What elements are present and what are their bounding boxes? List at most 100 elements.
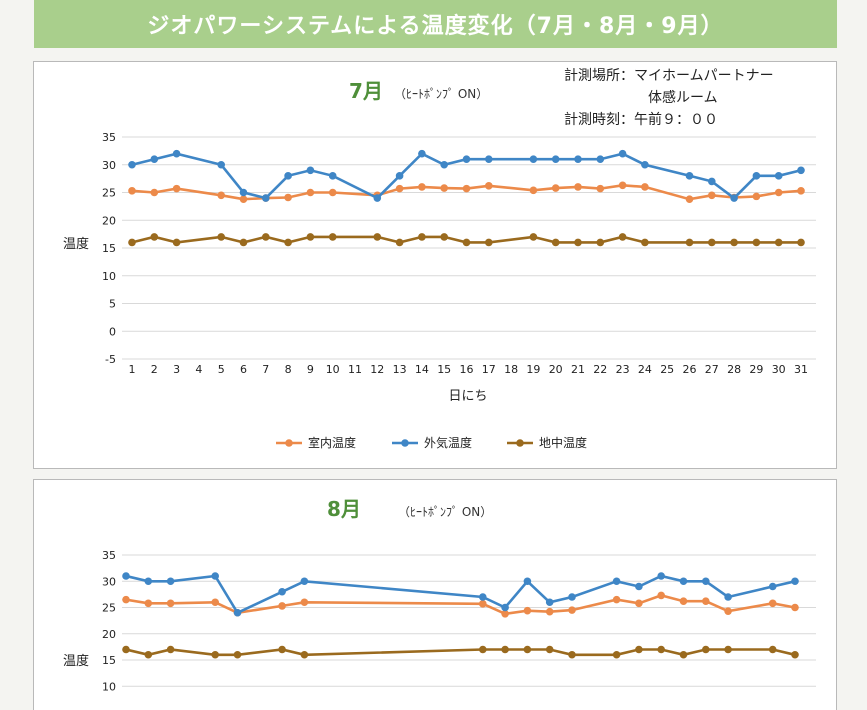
data-point [233,608,242,617]
data-point [635,645,643,654]
x-tick-label: 12 [370,363,384,376]
data-point [239,195,248,203]
data-point [685,195,694,203]
data-point [150,233,159,241]
data-point [122,595,130,604]
data-point [596,238,605,247]
data-point [479,645,487,654]
x-tick-label: 2 [151,363,158,376]
data-point [768,582,777,591]
data-point [128,160,136,169]
data-point [641,183,649,191]
data-point [596,155,605,163]
data-point [485,155,493,163]
data-point [217,191,225,200]
data-point [545,598,554,607]
data-point [545,645,554,654]
data-point [523,577,532,586]
data-point [166,645,175,654]
x-tick-label: 5 [218,363,225,376]
legend-label: 地中温度 [539,435,587,450]
data-point [612,650,621,659]
y-tick-label: 15 [102,654,116,667]
data-point [462,155,471,163]
data-point [679,597,688,605]
x-tick-label: 6 [240,363,247,376]
x-tick-label: 18 [504,363,518,376]
info-time: 計測時刻：午前９：００ [564,111,718,128]
y-axis-label: 温度 [63,653,89,669]
data-point [752,172,761,180]
info-location: 計測場所：マイホームパートナー [564,68,774,84]
y-tick-label: 30 [102,575,116,588]
x-tick-label: 16 [460,363,474,376]
data-point [418,233,426,241]
y-tick-label: 0 [109,325,116,338]
data-point [529,233,538,241]
data-point [278,587,286,596]
data-point [574,155,582,163]
y-tick-label: 15 [102,242,116,255]
data-point [395,238,404,247]
data-point [172,238,181,247]
data-point [128,187,136,195]
data-point [485,182,493,190]
data-point [685,172,694,180]
x-tick-label: 23 [616,363,630,376]
data-point [708,238,716,247]
data-point [752,192,761,201]
data-point [702,577,710,586]
data-point [166,599,175,608]
x-tick-label: 7 [262,363,269,376]
data-point [239,238,248,247]
data-point [239,188,248,197]
data-point [551,184,560,192]
data-point [774,172,783,180]
data-point [144,650,153,659]
x-tick-label: 8 [285,363,292,376]
y-tick-label: -5 [105,353,116,366]
series-outdoor [128,149,805,202]
data-point [730,194,738,202]
data-point [262,194,270,202]
data-point [440,184,449,192]
data-point [479,593,487,601]
x-axis-label: 日にち [448,389,487,404]
y-tick-label: 25 [102,187,116,200]
data-point [641,160,649,169]
data-point [278,602,286,610]
data-point [150,188,159,197]
y-tick-label: 5 [109,298,116,311]
y-tick-label: 30 [102,159,116,172]
data-point [618,149,627,158]
data-point [702,645,710,654]
data-point [657,645,665,654]
data-point [440,233,449,241]
series-indoor [128,181,805,203]
data-point [306,166,315,175]
x-tick-label: 17 [482,363,496,376]
x-tick-label: 20 [549,363,563,376]
data-point [211,598,219,607]
data-point [791,603,799,612]
data-point [708,177,716,186]
data-point [702,597,710,605]
data-point [791,650,799,659]
data-point [768,599,777,608]
data-point [724,645,732,654]
x-tick-label: 14 [415,363,429,376]
y-tick-label: 35 [102,131,116,144]
legend-item: 室内温度 [276,435,356,450]
data-point [612,595,621,604]
data-point [724,607,732,615]
data-point [150,155,159,163]
data-point [122,572,130,580]
data-point [462,238,471,247]
data-point [774,238,783,247]
data-point [568,650,576,659]
data-point [328,172,337,180]
data-point [612,577,621,586]
y-tick-label: 20 [102,214,116,227]
x-tick-label: 4 [195,363,202,376]
data-point [523,645,532,654]
